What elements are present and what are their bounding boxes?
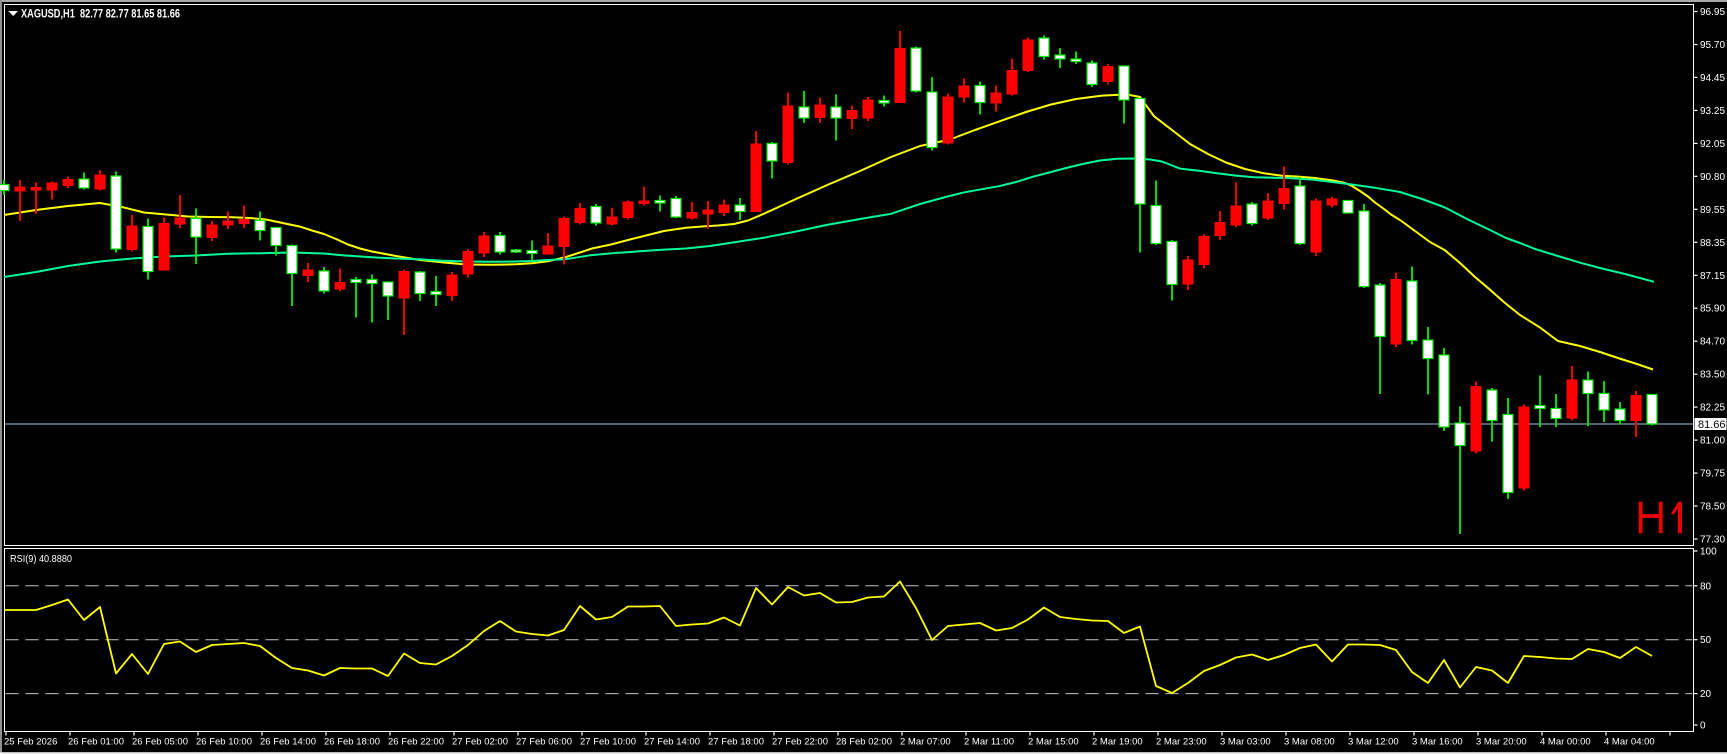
svg-text:2 Mar 19:00: 2 Mar 19:00 (1092, 737, 1143, 748)
svg-text:26 Feb 22:00: 26 Feb 22:00 (388, 737, 444, 748)
svg-text:27 Feb 10:00: 27 Feb 10:00 (580, 737, 636, 748)
svg-text:20: 20 (1700, 689, 1712, 700)
svg-text:80: 80 (1700, 581, 1712, 592)
svg-text:27 Feb 14:00: 27 Feb 14:00 (644, 737, 700, 748)
svg-text:100: 100 (1700, 547, 1717, 558)
svg-text:83.50: 83.50 (1700, 370, 1725, 381)
svg-text:89.55: 89.55 (1700, 205, 1725, 216)
svg-text:27 Feb 22:00: 27 Feb 22:00 (772, 737, 828, 748)
svg-text:26 Feb 05:00: 26 Feb 05:00 (132, 737, 188, 748)
svg-text:3 Mar 16:00: 3 Mar 16:00 (1412, 737, 1463, 748)
svg-text:3 Mar 03:00: 3 Mar 03:00 (1220, 737, 1271, 748)
svg-text:XAGUSD,H1 82.77 82.77 81.65 8: XAGUSD,H1 82.77 82.77 81.65 81.66 (21, 8, 180, 20)
svg-text:0: 0 (1700, 721, 1706, 732)
svg-text:2 Mar 11:00: 2 Mar 11:00 (964, 737, 1014, 748)
svg-text:4 Mar 04:00: 4 Mar 04:00 (1604, 737, 1655, 748)
svg-text:26 Feb 10:00: 26 Feb 10:00 (196, 737, 252, 748)
svg-text:84.70: 84.70 (1700, 337, 1725, 348)
svg-text:2 Mar 15:00: 2 Mar 15:00 (1028, 737, 1079, 748)
svg-text:26 Feb 18:00: 26 Feb 18:00 (324, 737, 380, 748)
svg-text:88.35: 88.35 (1700, 238, 1725, 249)
svg-text:79.75: 79.75 (1700, 469, 1725, 480)
svg-text:90.80: 90.80 (1700, 172, 1725, 183)
svg-text:28 Feb 02:00: 28 Feb 02:00 (836, 737, 892, 748)
svg-text:93.25: 93.25 (1700, 106, 1725, 117)
svg-text:2 Mar 07:00: 2 Mar 07:00 (900, 737, 951, 748)
svg-text:26 Feb 01:00: 26 Feb 01:00 (68, 737, 124, 748)
svg-text:81.00: 81.00 (1700, 436, 1725, 447)
svg-text:82.25: 82.25 (1700, 403, 1725, 414)
svg-text:2 Mar 23:00: 2 Mar 23:00 (1156, 737, 1207, 748)
svg-text:95.70: 95.70 (1700, 40, 1725, 51)
svg-text:96.95: 96.95 (1700, 7, 1725, 18)
svg-text:81.66: 81.66 (1698, 419, 1726, 431)
svg-text:3 Mar 08:00: 3 Mar 08:00 (1284, 737, 1335, 748)
svg-text:3 Mar 12:00: 3 Mar 12:00 (1348, 737, 1399, 748)
svg-text:78.50: 78.50 (1700, 502, 1725, 513)
svg-text:4 Mar 00:00: 4 Mar 00:00 (1540, 737, 1591, 748)
svg-text:50: 50 (1700, 635, 1712, 646)
svg-text:85.90: 85.90 (1700, 304, 1725, 315)
svg-text:25 Feb 2026: 25 Feb 2026 (4, 737, 57, 748)
svg-text:27 Feb 06:00: 27 Feb 06:00 (516, 737, 572, 748)
svg-text:92.05: 92.05 (1700, 139, 1725, 150)
svg-text:87.15: 87.15 (1700, 271, 1725, 282)
svg-text:27 Feb 02:00: 27 Feb 02:00 (452, 737, 508, 748)
svg-text:27 Feb 18:00: 27 Feb 18:00 (708, 737, 764, 748)
svg-text:94.45: 94.45 (1700, 73, 1725, 84)
svg-text:3 Mar 20:00: 3 Mar 20:00 (1476, 737, 1527, 748)
svg-text:26 Feb 14:00: 26 Feb 14:00 (260, 737, 316, 748)
svg-text:RSI(9) 40.8880: RSI(9) 40.8880 (10, 554, 72, 565)
svg-text:77.30: 77.30 (1700, 535, 1725, 546)
